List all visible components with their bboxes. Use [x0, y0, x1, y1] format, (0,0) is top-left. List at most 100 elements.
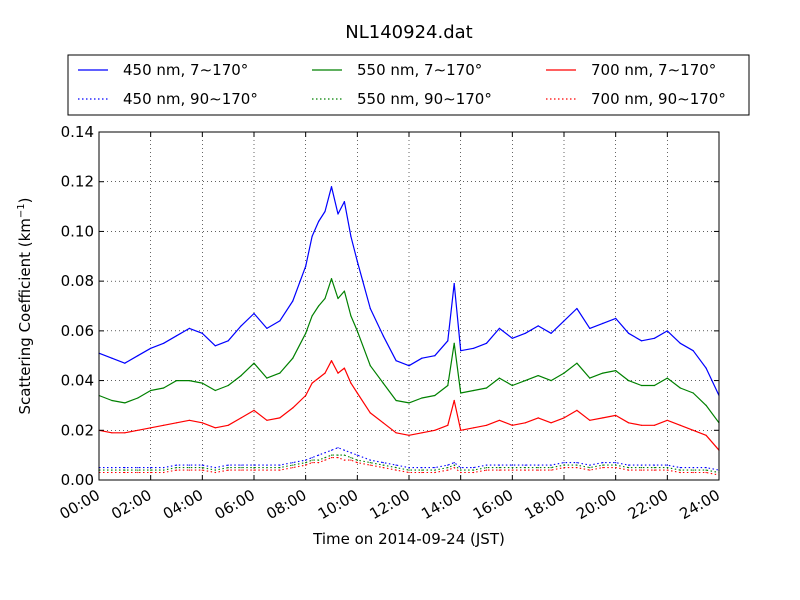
data-point: [666, 467, 668, 469]
data-point: [337, 213, 339, 215]
data-point: [421, 432, 423, 434]
x-tick-label: 10:00: [315, 486, 361, 523]
data-point: [421, 469, 423, 471]
data-point: [124, 467, 126, 469]
data-point: [382, 467, 384, 469]
data-point: [628, 422, 630, 424]
data-point: [318, 377, 320, 379]
data-point: [653, 337, 656, 339]
data-point: [214, 389, 216, 392]
data-point: [175, 467, 178, 469]
data-point: [311, 382, 313, 384]
data-point: [311, 457, 313, 459]
data-point: [563, 464, 565, 466]
data-point: [537, 467, 539, 469]
data-point: [550, 380, 552, 382]
data-point: [524, 464, 526, 466]
data-point: [485, 467, 488, 469]
data-point: [615, 464, 617, 466]
data-point: [692, 469, 694, 471]
data-point: [266, 377, 268, 379]
data-point: [692, 471, 694, 474]
data-point: [343, 367, 345, 369]
ticks: [98, 131, 720, 481]
data-point: [602, 372, 604, 374]
x-tick-label: 00:00: [57, 486, 103, 523]
data-point: [666, 419, 668, 421]
data-point: [653, 424, 656, 426]
data-point: [240, 467, 242, 469]
data-point: [163, 469, 165, 471]
data-point: [137, 471, 139, 474]
y-tick-label: 0.06: [61, 322, 94, 340]
data-point: [240, 464, 242, 466]
data-point: [692, 467, 694, 469]
data-point: [311, 459, 313, 461]
data-point: [705, 434, 707, 436]
data-point: [266, 419, 268, 421]
data-point: [124, 469, 126, 471]
data-point: [163, 471, 165, 474]
data-point: [589, 467, 591, 469]
data-point: [330, 457, 333, 459]
data-point: [111, 357, 113, 359]
data-point: [369, 412, 371, 414]
data-point: [576, 467, 578, 469]
data-point: [589, 327, 591, 329]
data-point: [563, 320, 565, 322]
data-point: [421, 471, 423, 474]
data-point: [330, 278, 333, 280]
data-point: [279, 464, 281, 466]
data-point: [602, 322, 604, 324]
data-point: [395, 432, 397, 434]
data-point: [576, 409, 578, 411]
data-point: [350, 459, 352, 461]
data-point: [460, 429, 462, 431]
data-point: [382, 422, 384, 424]
data-point: [343, 201, 345, 203]
data-point: [292, 462, 294, 464]
data-point: [266, 327, 268, 329]
data-point: [330, 454, 333, 456]
data-point: [266, 469, 268, 471]
data-point: [679, 469, 681, 471]
data-point: [305, 332, 307, 334]
data-point: [408, 469, 410, 471]
data-point: [537, 464, 539, 466]
data-point: [266, 464, 268, 466]
data-point: [666, 377, 668, 379]
data-point: [576, 362, 578, 364]
data-point: [498, 377, 500, 379]
data-point: [628, 467, 630, 469]
data-point: [356, 392, 358, 394]
data-point: [602, 467, 604, 469]
data-point: [679, 467, 681, 469]
data-point: [188, 419, 190, 421]
data-point: [453, 283, 455, 285]
data-point: [214, 471, 216, 474]
data-point: [485, 424, 488, 426]
data-point: [292, 464, 294, 466]
data-point: [395, 464, 397, 466]
data-point: [253, 467, 255, 469]
data-point: [395, 467, 397, 469]
data-point: [124, 432, 126, 434]
data-point: [705, 367, 707, 369]
data-point: [369, 462, 371, 464]
y-axis-label: Scattering Coefficient (km−1): [16, 197, 34, 414]
data-point: [485, 464, 488, 466]
data-point: [214, 345, 216, 347]
data-point: [188, 464, 190, 466]
data-point: [498, 464, 500, 466]
x-tick-label: 08:00: [263, 486, 309, 523]
data-point: [434, 394, 436, 397]
data-point: [337, 297, 339, 300]
data-point: [330, 449, 333, 451]
data-point: [343, 449, 345, 451]
data-point: [240, 375, 242, 377]
data-point: [589, 377, 591, 379]
data-point: [279, 469, 281, 471]
data-point: [628, 469, 630, 471]
data-point: [227, 469, 229, 471]
data-point: [188, 467, 190, 469]
